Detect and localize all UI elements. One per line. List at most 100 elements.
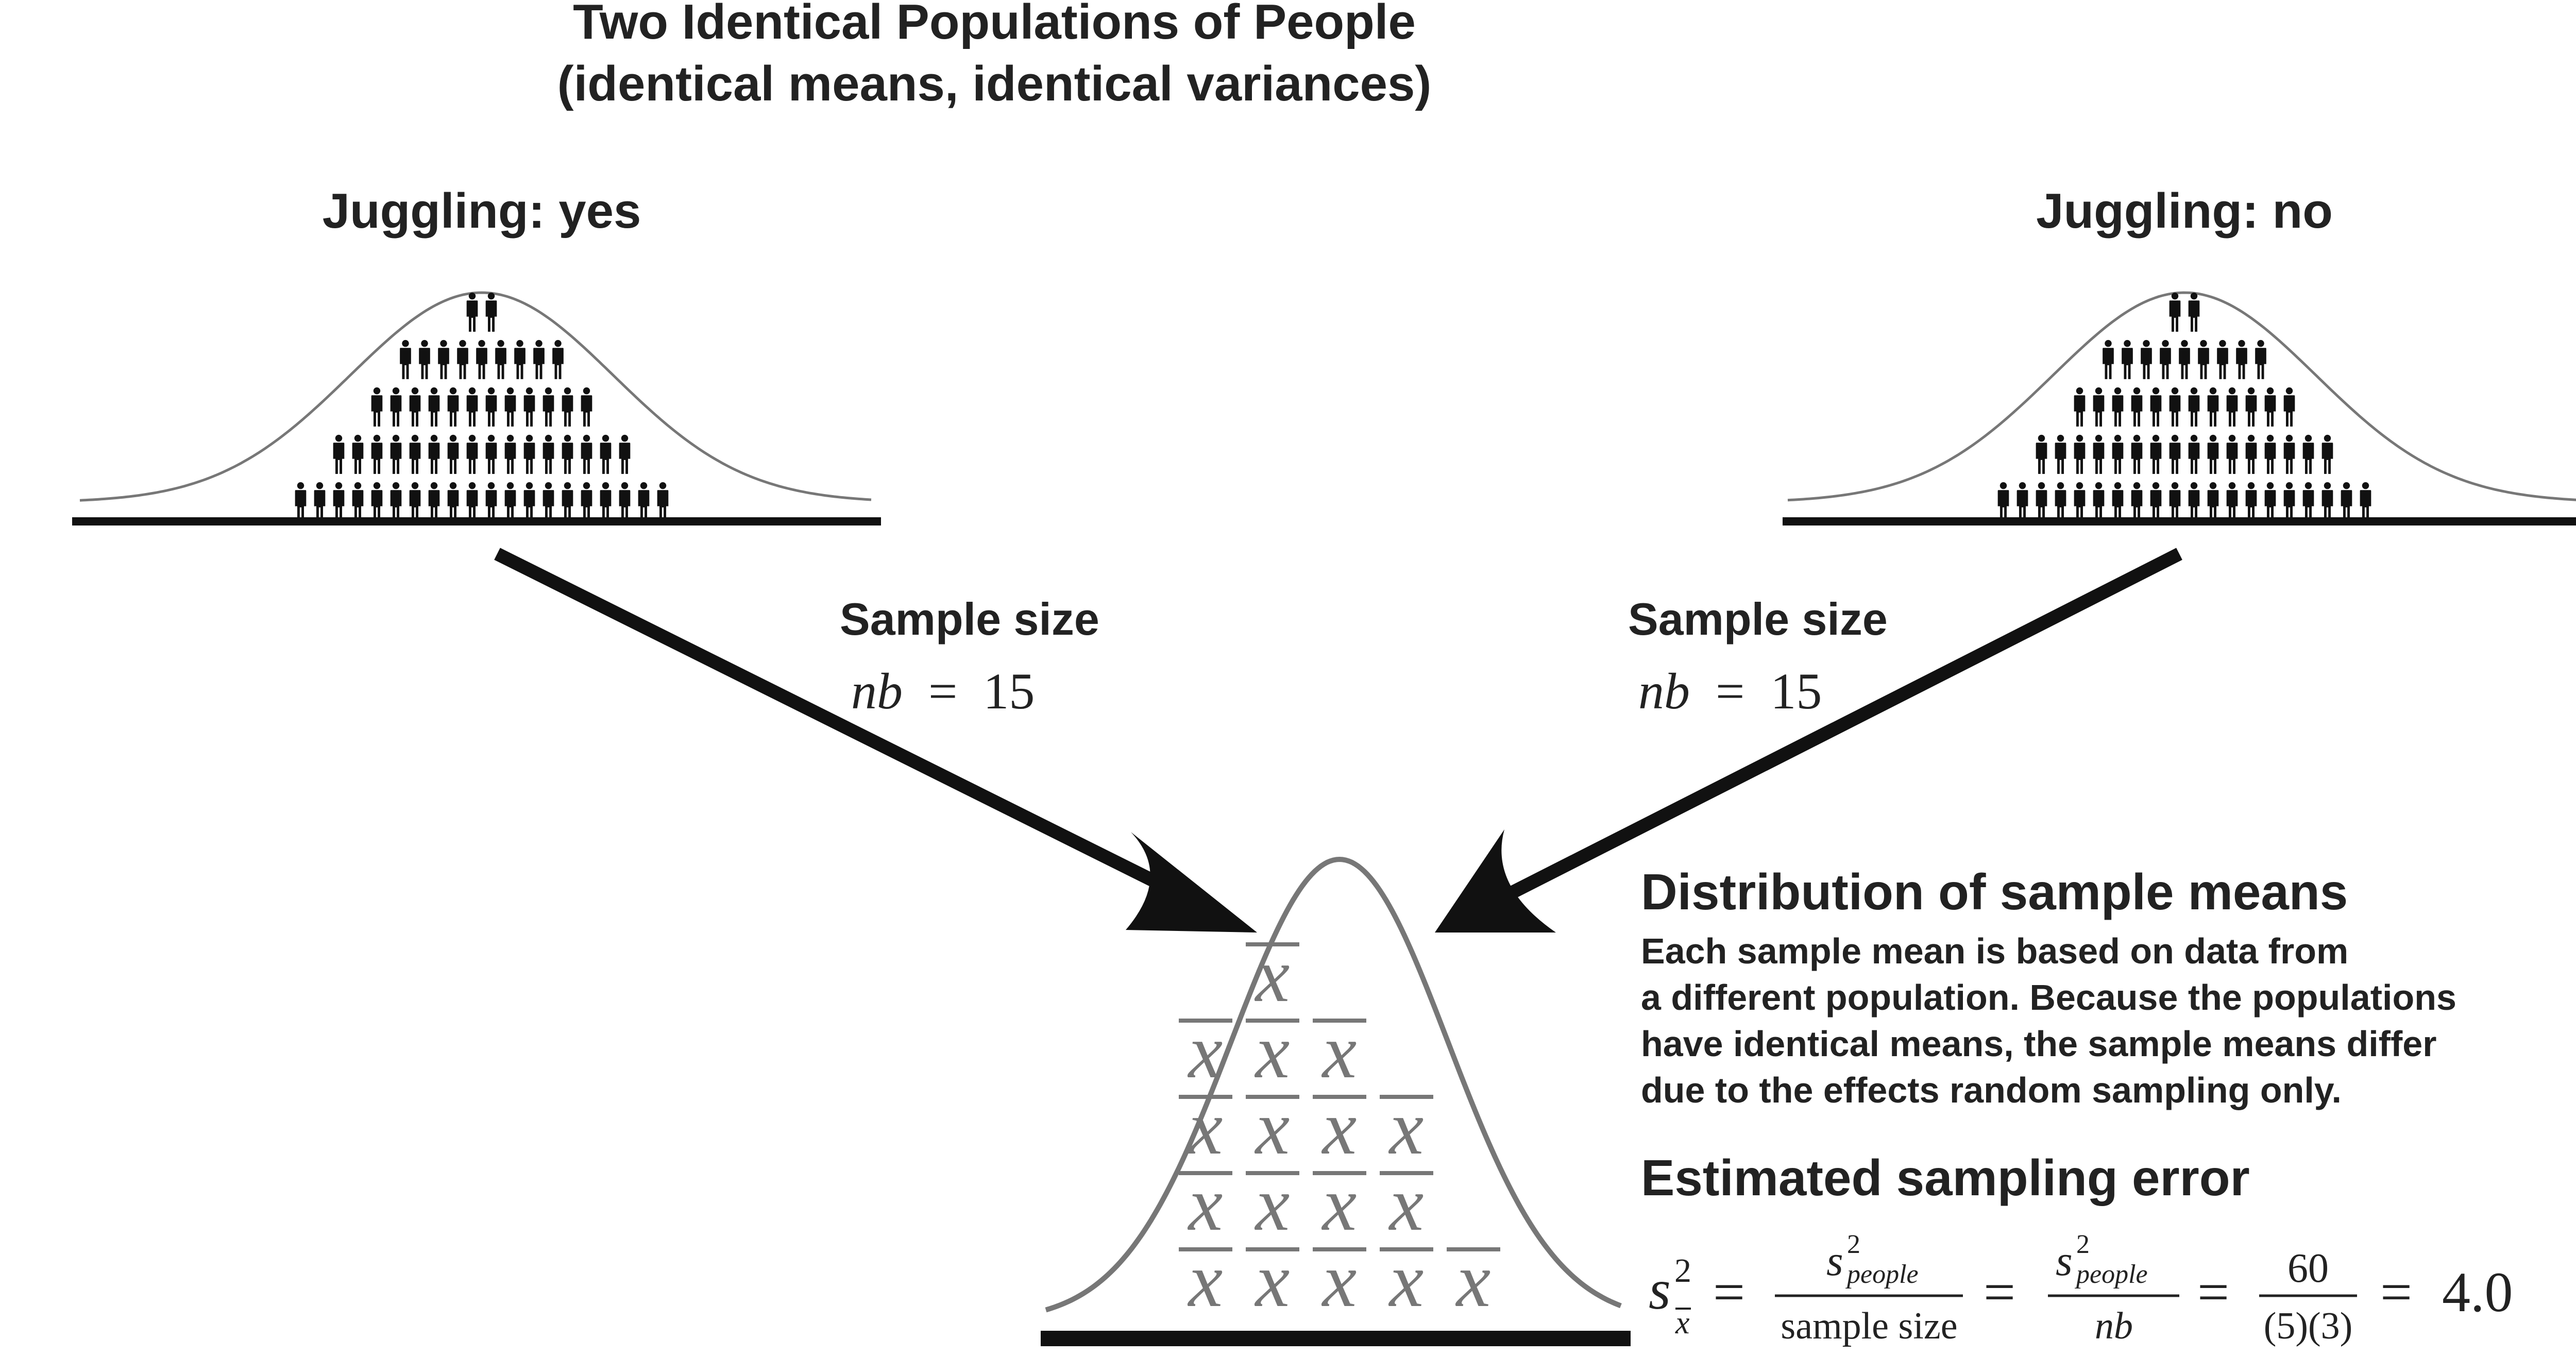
person-icon [371,387,383,427]
person-icon [562,434,573,474]
person-icon [314,482,326,521]
person-icon [2074,482,2086,521]
person-icon [485,387,497,427]
formula-eq-3: = [2197,1261,2229,1324]
left-population-label: Juggling: yes [323,183,641,239]
person-icon [504,482,516,521]
sample-mean-xbar: x [1321,1161,1357,1247]
person-icon [2112,482,2124,521]
person-icon [2283,387,2295,427]
f3-denominator: (5)(3) [2264,1305,2353,1347]
person-icon [419,340,430,379]
person-icon [295,482,307,521]
person-icon [2055,434,2066,474]
sample-mean-xbar: x [1255,933,1290,1018]
description-line-2: a different population. Because the popu… [1641,977,2456,1018]
person-icon [581,482,592,521]
person-icon [2264,482,2276,521]
formula-eq-1: = [1713,1261,1745,1324]
person-icon [619,434,631,474]
person-icon [533,340,545,379]
person-icon [2131,387,2143,427]
sample-mean-xbar: x [1188,1009,1223,1094]
sample-mean-xbar: x [1321,1238,1357,1323]
f1-num-sup: 2 [1847,1230,1860,1259]
person-icon [495,340,506,379]
left-population-people [295,292,669,521]
left-sample-eq: = [928,663,957,720]
person-icon [514,340,526,379]
f1-denominator: sample size [1781,1305,1957,1347]
person-icon [447,387,459,427]
person-icon [2131,434,2143,474]
person-icon [543,434,554,474]
sample-mean-xbar: x [1321,1085,1357,1171]
person-icon [2160,340,2171,379]
person-icon [2198,340,2209,379]
person-icon [2188,482,2200,521]
person-icon [485,482,497,521]
person-icon [2112,434,2124,474]
left-sample-value: 15 [983,663,1035,720]
person-icon [2321,482,2333,521]
person-icon [2150,387,2162,427]
person-icon [447,482,459,521]
sample-mean-xbar: x [1255,1238,1290,1323]
person-icon [2169,387,2181,427]
person-icon [562,387,573,427]
person-icon [409,482,421,521]
left-arrow-shaft [494,548,1188,903]
right-arrow-head [1435,829,1556,933]
person-icon [485,292,497,332]
formula-lhs-sub: x [1675,1306,1690,1341]
f2-num-sup: 2 [2076,1230,2090,1259]
person-icon [2283,482,2295,521]
person-icon [352,434,364,474]
person-icon [333,434,345,474]
left-arrow-head [1126,832,1257,933]
person-icon [523,387,535,427]
person-icon [2264,387,2276,427]
person-icon [2074,387,2086,427]
person-icon [2207,387,2219,427]
person-icon [2141,340,2152,379]
title-line-1: Two Identical Populations of People [573,0,1416,49]
person-icon [371,482,383,521]
left-sample-var: nb [851,663,903,720]
left-population-curve [79,291,872,502]
person-icon [2093,434,2105,474]
person-icon [2036,434,2047,474]
person-icon [2236,340,2247,379]
person-icon [466,434,478,474]
sample-mean-xbar: x [1255,1009,1290,1094]
right-population-people [1997,292,2371,521]
sample-mean-xbar: x [1188,1161,1223,1247]
person-icon [466,482,478,521]
person-icon [523,434,535,474]
right-arrow-shaft [1501,548,2182,903]
person-icon [504,387,516,427]
person-icon [600,482,612,521]
sample-mean-xbar: x [1321,1009,1357,1094]
right-population-curve [1787,291,2576,502]
person-icon [657,482,669,521]
person-icon [438,340,449,379]
person-icon [2245,387,2257,427]
person-icon [2217,340,2228,379]
f1-num-sub: people [1845,1260,1919,1289]
person-icon [390,482,402,521]
description-line-1: Each sample mean is based on data from [1641,931,2348,971]
person-icon [447,434,459,474]
description-heading: Distribution of sample means [1641,863,2348,920]
formula-lhs-base: s [1649,1258,1671,1321]
right-sample-size-label: Sample size [1628,594,1888,645]
person-icon [562,482,573,521]
person-icon [2112,387,2124,427]
person-icon [2245,482,2257,521]
person-icon [2169,434,2181,474]
person-icon [2283,434,2295,474]
person-icon [2360,482,2371,521]
person-icon [2188,434,2200,474]
